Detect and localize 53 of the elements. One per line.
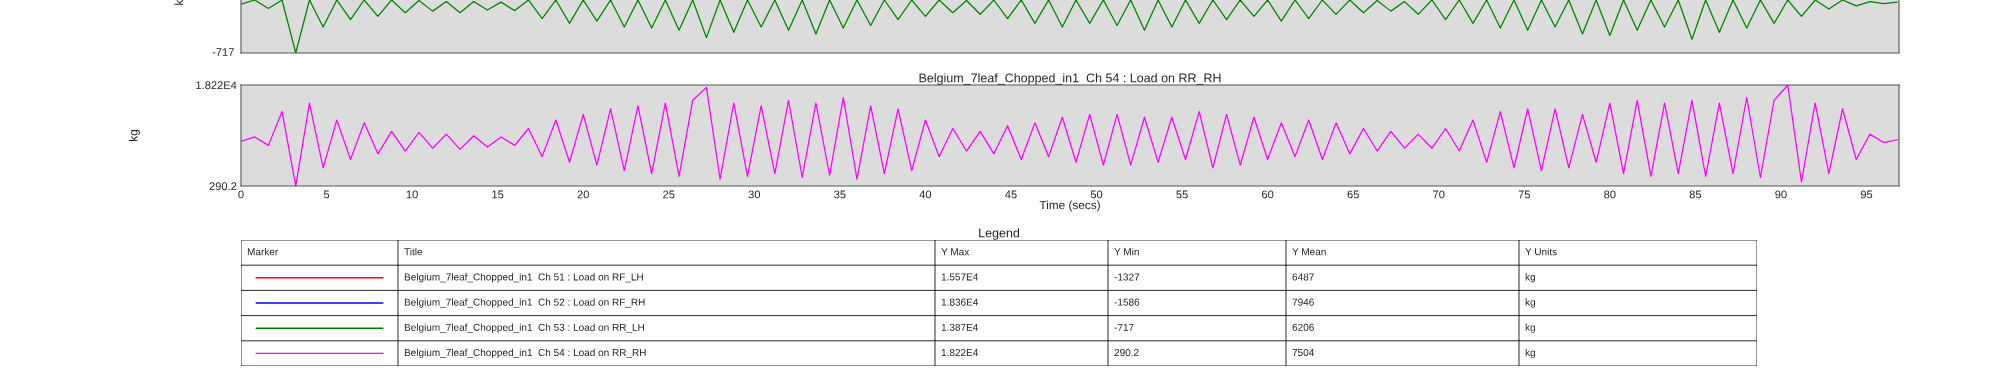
text: 7504 <box>1292 349 1315 357</box>
x-tick-label: 60 <box>1262 190 1274 199</box>
text: -1586 <box>1114 298 1140 306</box>
text: 6206 <box>1292 323 1314 331</box>
x-tick-label: 70 <box>1433 190 1445 199</box>
text: 1.822E4 <box>941 349 979 357</box>
text: Belgium_7leaf_Chopped_in1 Ch 53 : Load on RR_LH <box>404 323 644 333</box>
text: -717 <box>1114 323 1134 331</box>
x-tick-label: 75 <box>1518 190 1530 199</box>
text: -1327 <box>1114 273 1140 281</box>
text: 1.836E4 <box>941 298 979 306</box>
x-tick-label: 40 <box>919 190 932 199</box>
x-tick-label: 50 <box>1090 190 1103 199</box>
text: 290.2 <box>1114 349 1139 357</box>
text: Y Max <box>941 248 970 256</box>
x-axis-title: Time (secs) <box>1039 200 1100 212</box>
x-tick-label: 45 <box>1005 190 1017 199</box>
text: 1.387E4 <box>941 323 979 331</box>
x-tick-label: 85 <box>1689 190 1702 199</box>
x-tick-label: 80 <box>1604 190 1616 199</box>
text: Title <box>404 247 423 256</box>
text: Legend <box>979 228 1020 240</box>
x-tick-label: 20 <box>577 190 589 199</box>
text: Y Min <box>1114 247 1139 256</box>
y-axis-title: k <box>174 0 183 5</box>
y-axis-title: kg <box>128 130 140 141</box>
x-tick-label: 10 <box>406 190 418 199</box>
text: kg <box>1525 323 1535 333</box>
x-tick-label: 55 <box>1176 190 1188 199</box>
chart-title: Belgium_7leaf_Chopped_in1 Ch 54 : Load on RR_RH <box>919 73 1221 85</box>
text: Y Units <box>1525 247 1557 256</box>
text: Marker <box>247 247 279 256</box>
text: Y Mean <box>1292 248 1326 256</box>
x-tick-label: 90 <box>1775 190 1787 199</box>
x-tick-label: 65 <box>1347 190 1359 199</box>
x-tick-label: 35 <box>834 190 846 199</box>
text: 7946 <box>1292 298 1314 306</box>
line-series <box>241 85 1898 186</box>
x-tick-label: 95 <box>1860 190 1873 199</box>
x-tick-label: 5 <box>323 190 330 199</box>
text: kg <box>1525 273 1535 283</box>
x-tick-label: 25 <box>663 190 675 199</box>
text: Belgium_7leaf_Chopped_in1 Ch 51 : Load on RF_LH <box>404 273 643 283</box>
text: 6487 <box>1292 273 1314 281</box>
text: kg <box>1525 298 1535 308</box>
text: -717 <box>212 48 234 56</box>
x-tick-label: 30 <box>748 190 761 199</box>
text: Belgium_7leaf_Chopped_in1 Ch 52 : Load on RF_RH <box>404 298 645 308</box>
x-tick-label: 15 <box>492 190 504 199</box>
text: Belgium_7leaf_Chopped_in1 Ch 54 : Load on RR_RH <box>404 348 646 359</box>
text: kg <box>1525 348 1535 359</box>
x-tick-label: 0 <box>238 190 244 199</box>
text: 1.557E4 <box>941 273 979 281</box>
